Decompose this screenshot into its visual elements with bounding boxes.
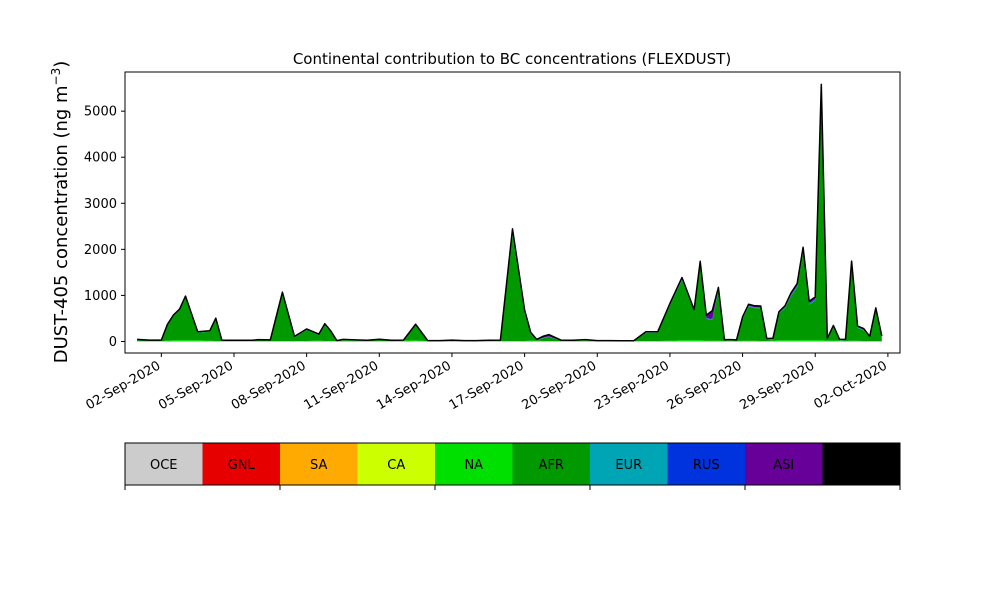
- legend-label-aus: AUS: [848, 458, 875, 473]
- legend-swatch-afr: [512, 443, 590, 485]
- legend-label-na: NA: [464, 458, 483, 473]
- legend-colorbar: OCE GNL SA CA NA AFR EUR RUS ASI AUS: [124, 442, 901, 490]
- y-tick-label: 3000: [84, 197, 117, 212]
- y-tick-label: 5000: [84, 105, 117, 120]
- plot-area: [137, 83, 883, 342]
- x-tick-label: 05-Sep-2020: [156, 358, 236, 413]
- legend-swatch-ca: [357, 443, 435, 485]
- legend-label-gnl: GNL: [228, 458, 256, 473]
- y-axis-label: DUST-405 concentration (ng m−3): [49, 61, 72, 364]
- y-axis-label-exponent: −3: [49, 68, 63, 86]
- axes-frame: [124, 71, 901, 354]
- y-axis: 0 1000 2000 3000 4000 5000: [84, 105, 125, 350]
- chart-title: Continental contribution to BC concentra…: [293, 50, 731, 68]
- legend-label-rus: RUS: [693, 458, 720, 473]
- legend-swatch-oce: [125, 443, 203, 485]
- legend-label-ca: CA: [387, 458, 405, 473]
- y-tick-label: 1000: [84, 289, 117, 304]
- legend-swatch-aus: [822, 443, 900, 485]
- legend-label-eur: EUR: [615, 458, 642, 473]
- legend-swatch-sa: [280, 443, 358, 485]
- area-series-na: [137, 340, 882, 342]
- legend-swatch-gnl: [202, 443, 280, 485]
- y-tick-label: 0: [109, 335, 117, 350]
- x-tick-label: 14-Sep-2020: [374, 358, 454, 413]
- legend-swatch-na: [435, 443, 513, 485]
- x-tick-label: 08-Sep-2020: [229, 358, 309, 413]
- y-tick-label: 4000: [84, 151, 117, 166]
- legend-frame: [124, 442, 901, 486]
- legend-swatch-rus: [667, 443, 745, 485]
- x-tick-label: 26-Sep-2020: [665, 358, 745, 413]
- x-tick-label: 02-Sep-2020: [84, 358, 164, 413]
- legend-label-afr: AFR: [539, 458, 564, 473]
- legend-swatch-asi: [745, 443, 823, 485]
- x-tick-label: 23-Sep-2020: [592, 358, 672, 413]
- y-axis-label-close: ): [51, 61, 72, 68]
- x-axis: 02-Sep-202005-Sep-202008-Sep-202011-Sep-…: [84, 353, 890, 413]
- legend-label-sa: SA: [310, 458, 327, 473]
- x-tick-label: 02-Oct-2020: [811, 358, 889, 412]
- area-series-afr: [137, 100, 882, 342]
- y-axis-label-main: DUST-405 concentration (ng m: [51, 85, 72, 363]
- x-tick-label: 17-Sep-2020: [447, 358, 527, 413]
- legend-label-oce: OCE: [150, 458, 178, 473]
- x-tick-label: 20-Sep-2020: [519, 358, 599, 413]
- total-outline-line: [137, 83, 883, 342]
- x-tick-label: 11-Sep-2020: [301, 358, 381, 413]
- x-tick-label: 29-Sep-2020: [737, 358, 817, 413]
- legend-label-asi: ASI: [773, 458, 794, 473]
- legend-swatch-eur: [590, 443, 668, 485]
- y-tick-label: 2000: [84, 243, 117, 258]
